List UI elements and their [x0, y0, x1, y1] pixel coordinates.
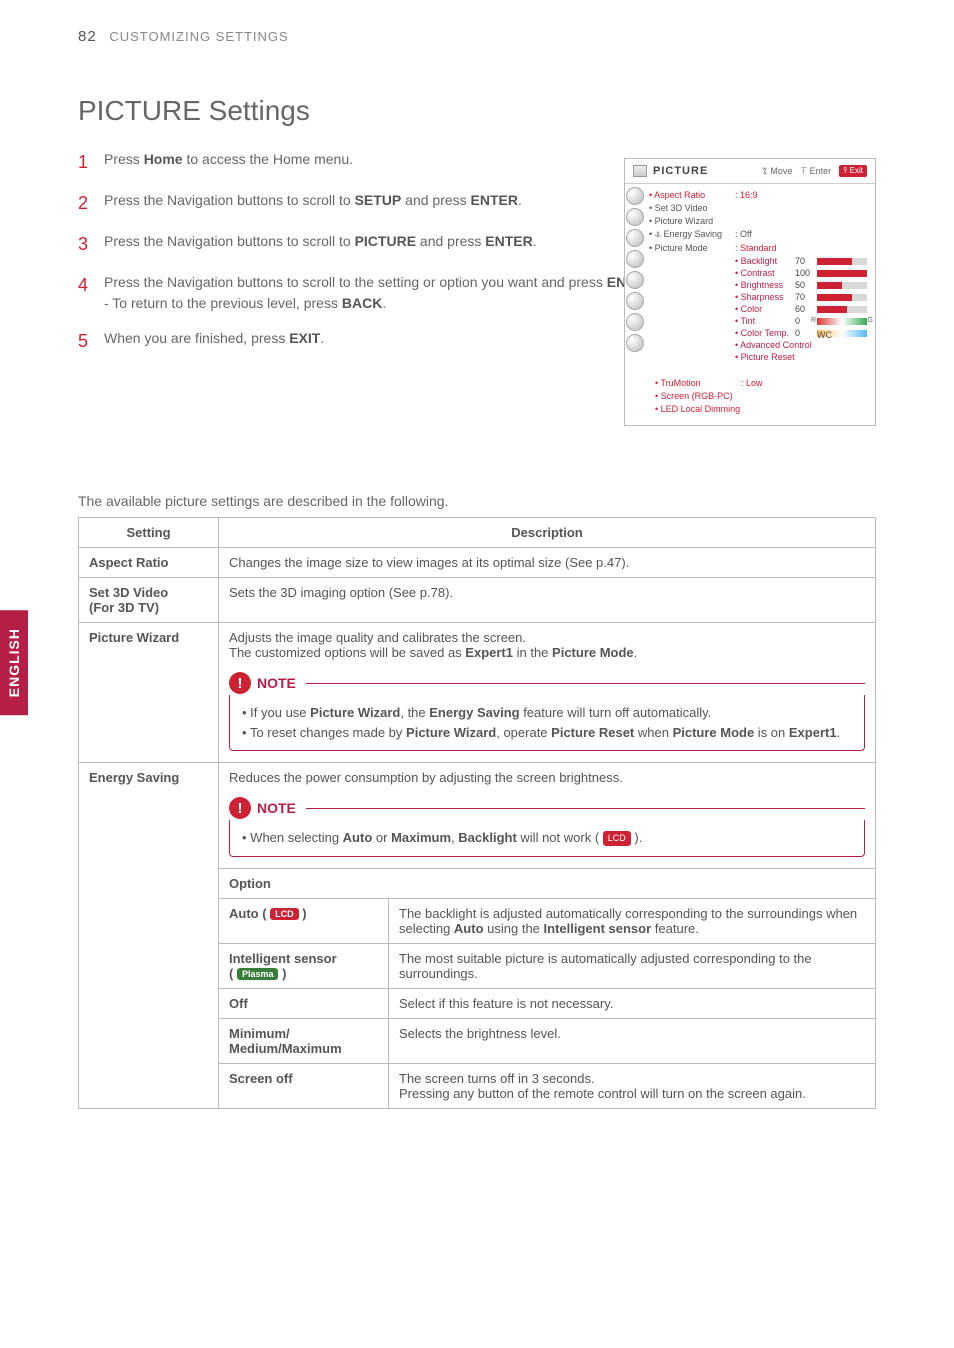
osd-title: PICTURE — [653, 165, 708, 177]
page-header: 82 CUSTOMIZING SETTINGS — [78, 28, 876, 45]
osd-slider-label[interactable]: • Backlight — [735, 256, 795, 266]
osd-item[interactable]: • Screen (RGB-PC) — [655, 391, 733, 401]
col-header: Description — [219, 518, 876, 548]
picture-icon — [633, 165, 647, 177]
osd-sub-item[interactable]: • Advanced Control — [735, 340, 812, 350]
step-number: 2 — [78, 190, 104, 217]
table-intro: The available picture settings are descr… — [78, 493, 876, 509]
setting-name: Aspect Ratio — [79, 548, 219, 578]
page-title: PICTURE Settings — [78, 95, 876, 127]
osd-sub-item[interactable]: • Picture Reset — [735, 352, 795, 362]
enter-hint: ꔉ Enter — [800, 166, 831, 177]
option-name: Screen off — [219, 1063, 389, 1108]
osd-item[interactable]: • ꕊ Energy Saving — [649, 229, 735, 240]
step-text: Press the Navigation buttons to scroll t… — [104, 231, 673, 258]
osd-slider-label[interactable]: • Color Temp. — [735, 328, 795, 338]
slider-bar[interactable]: WC — [817, 330, 867, 337]
note-icon: ! — [229, 672, 251, 694]
osd-panel: PICTURE ꔂ Move ꔉ Enter ꕉ Exit • Aspect R… — [624, 158, 876, 426]
note-title: NOTE — [257, 800, 296, 816]
osd-item[interactable]: • TruMotion — [655, 378, 741, 388]
option-name: Off — [219, 988, 389, 1018]
setting-name: Energy Saving — [79, 763, 219, 1109]
settings-table: Setting Description Aspect Ratio Changes… — [78, 517, 876, 1109]
setting-desc: Changes the image size to view images at… — [219, 548, 876, 578]
option-name: Auto ( LCD ) — [219, 898, 389, 943]
osd-item[interactable]: • Picture Mode — [649, 243, 735, 253]
plasma-badge: Plasma — [237, 968, 279, 980]
col-header: Setting — [79, 518, 219, 548]
note-body: When selecting Auto or Maximum, Backligh… — [229, 820, 865, 857]
exit-button[interactable]: ꕉ Exit — [839, 165, 867, 177]
option-desc: The backlight is adjusted automatically … — [389, 898, 876, 943]
osd-item[interactable]: • Aspect Ratio — [649, 190, 735, 200]
note-title: NOTE — [257, 675, 296, 691]
slider-bar[interactable] — [817, 270, 867, 277]
step-number: 4 — [78, 272, 104, 314]
setting-desc: Adjusts the image quality and calibrates… — [219, 623, 876, 763]
step-text: Press Home to access the Home menu. — [104, 149, 673, 176]
page-number: 82 — [78, 28, 97, 45]
step-text: Press the Navigation buttons to scroll t… — [104, 272, 673, 314]
option-desc: The screen turns off in 3 seconds.Pressi… — [389, 1063, 876, 1108]
option-name: Minimum/ Medium/Maximum — [219, 1018, 389, 1063]
setting-desc: Reduces the power consumption by adjusti… — [219, 763, 876, 869]
osd-slider-label[interactable]: • Sharpness — [735, 292, 795, 302]
note-body: If you use Picture Wizard, the Energy Sa… — [229, 695, 865, 751]
osd-item[interactable]: • LED Local Dimming — [655, 404, 740, 414]
section-name: CUSTOMIZING SETTINGS — [109, 29, 288, 44]
note-icon: ! — [229, 797, 251, 819]
slider-bar[interactable] — [817, 294, 867, 301]
step-number: 1 — [78, 149, 104, 176]
setting-name: Picture Wizard — [79, 623, 219, 763]
language-tab: ENGLISH — [0, 610, 28, 715]
step-number: 5 — [78, 328, 104, 355]
option-desc: Select if this feature is not necessary. — [389, 988, 876, 1018]
option-desc: The most suitable picture is automatical… — [389, 943, 876, 988]
step-number: 3 — [78, 231, 104, 258]
osd-nav-icons — [625, 184, 645, 374]
slider-bar[interactable] — [817, 258, 867, 265]
option-heading: Option — [219, 868, 876, 898]
move-hint: ꔂ Move — [762, 166, 793, 177]
slider-bar[interactable]: RG — [817, 318, 867, 325]
slider-bar[interactable] — [817, 282, 867, 289]
lcd-badge: LCD — [270, 908, 299, 920]
osd-slider-label[interactable]: • Contrast — [735, 268, 795, 278]
option-desc: Selects the brightness level. — [389, 1018, 876, 1063]
osd-slider-label[interactable]: • Brightness — [735, 280, 795, 290]
osd-item[interactable]: • Set 3D Video — [649, 203, 735, 213]
setting-name: Set 3D Video(For 3D TV) — [79, 578, 219, 623]
osd-item[interactable]: • Picture Wizard — [649, 216, 735, 226]
lcd-badge: LCD — [603, 831, 631, 847]
step-text: Press the Navigation buttons to scroll t… — [104, 190, 673, 217]
setting-desc: Sets the 3D imaging option (See p.78). — [219, 578, 876, 623]
slider-bar[interactable] — [817, 306, 867, 313]
osd-slider-label[interactable]: • Color — [735, 304, 795, 314]
step-text: When you are finished, press EXIT. — [104, 328, 673, 355]
osd-slider-label[interactable]: • Tint — [735, 316, 795, 326]
option-name: Intelligent sensor( Plasma ) — [219, 943, 389, 988]
